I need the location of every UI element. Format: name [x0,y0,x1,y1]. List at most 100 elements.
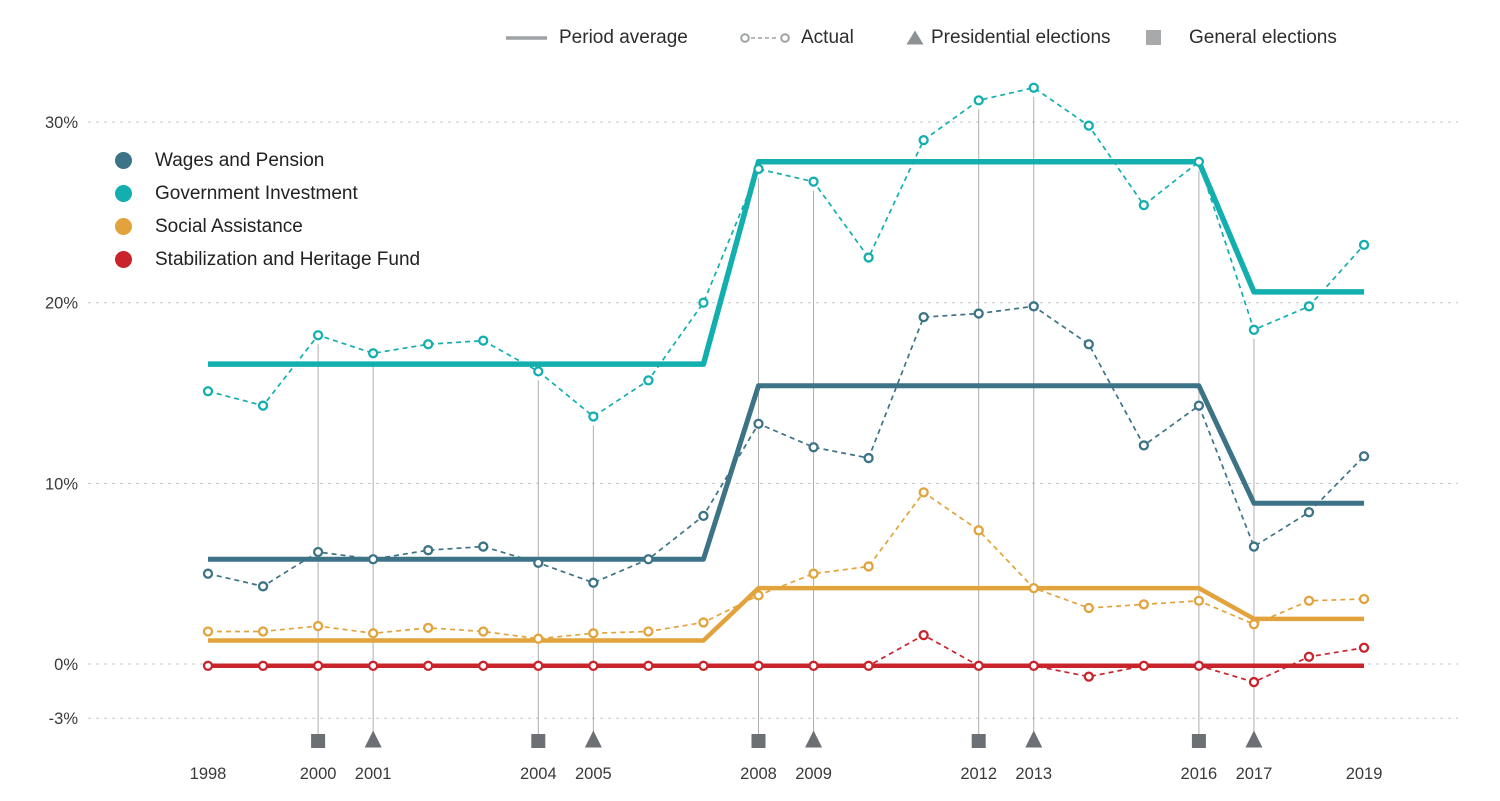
series-color-dot-icon [115,251,132,268]
legend-item-actual: Actual [739,24,854,51]
presidential-election-marker [364,730,382,748]
data-point-wages-and-pension-2019 [1358,451,1370,462]
legend-item-presidential-elections: Presidential elections [906,24,1111,51]
data-point-social-assistance-2008 [753,590,764,601]
series-color-dot-icon [115,185,132,202]
presidential-election-marker [1025,730,1043,748]
data-point-stabilization-and-heritage-fund-2003 [478,660,489,671]
actual-line-social-assistance [208,491,1365,640]
y-tick-label: 20% [45,295,78,313]
presidential-election-marker [805,730,823,748]
actual-dashed-circles-icon [740,32,790,43]
general-election-marker [1191,734,1206,748]
data-point-social-assistance-2014 [1083,602,1094,614]
series-legend: Wages and Pension Government Investment So… [115,144,420,276]
series-legend-item: Social Assistance [115,210,420,243]
data-point-wages-and-pension-1999 [257,581,269,592]
data-point-stabilization-and-heritage-fund-2005 [588,660,599,671]
x-tick-label: 2013 [1015,765,1052,783]
data-point-social-assistance-2010 [863,561,874,572]
legend-item-general-elections: General elections [1146,24,1337,51]
triangle-icon [906,30,924,45]
x-tick-label: 2001 [355,765,392,783]
data-point-wages-and-pension-2010 [863,452,874,464]
data-point-wages-and-pension-2008 [753,418,764,429]
data-point-wages-and-pension-2013 [1028,301,1039,312]
data-point-stabilization-and-heritage-fund-2017 [1248,676,1260,688]
data-point-wages-and-pension-2005 [588,577,599,588]
data-point-stabilization-and-heritage-fund-2015 [1138,660,1149,671]
data-point-social-assistance-2018 [1303,595,1315,606]
data-point-government-investment-2000 [312,330,324,341]
y-tick-label: 10% [45,475,78,493]
data-point-social-assistance-2001 [367,628,379,639]
presidential-election-marker [584,730,602,748]
data-point-government-investment-2014 [1083,120,1094,131]
data-point-government-investment-2001 [367,348,379,359]
general-election-marker [751,734,766,748]
data-point-social-assistance-2003 [478,626,489,637]
x-tick-label: 2017 [1236,765,1273,783]
data-point-government-investment-1999 [257,400,269,411]
y-tick-label: 0% [54,656,78,674]
data-point-wages-and-pension-1998 [202,568,214,579]
series-color-dot-icon [115,152,132,169]
data-point-stabilization-and-heritage-fund-2009 [808,660,819,671]
data-point-social-assistance-2011 [918,487,929,498]
average-line-government-investment [208,159,1365,367]
data-point-stabilization-and-heritage-fund-1999 [257,660,269,671]
data-point-government-investment-2017 [1248,324,1260,335]
series-legend-item: Wages and Pension [115,144,420,177]
data-point-stabilization-and-heritage-fund-2011 [918,629,929,641]
data-point-government-investment-2013 [1028,82,1039,93]
data-point-wages-and-pension-2018 [1303,507,1315,518]
data-point-social-assistance-2017 [1248,619,1260,630]
data-point-government-investment-2008 [753,163,764,175]
data-point-stabilization-and-heritage-fund-2006 [643,660,654,671]
average-line-wages-and-pension [208,383,1365,562]
data-point-social-assistance-2015 [1138,599,1149,610]
data-point-stabilization-and-heritage-fund-2013 [1028,660,1039,671]
data-point-wages-and-pension-2012 [973,308,984,319]
legend-label-general-elections: General elections [1189,26,1337,48]
data-point-government-investment-1998 [202,386,214,397]
data-point-social-assistance-2012 [973,525,984,536]
general-election-marker [311,734,326,748]
data-point-wages-and-pension-2017 [1248,541,1260,552]
data-point-wages-and-pension-2003 [478,541,489,552]
actual-line-stabilization-and-heritage-fund [208,634,1365,683]
square-icon [1146,30,1161,45]
data-point-government-investment-2012 [973,95,984,106]
data-point-wages-and-pension-2000 [312,546,324,558]
data-point-social-assistance-2005 [588,628,599,639]
data-point-social-assistance-2000 [312,620,324,632]
actual-line-wages-and-pension [207,305,1365,588]
data-point-social-assistance-1999 [257,626,269,637]
data-point-social-assistance-2004 [533,633,544,644]
legend-item-period-average: Period average [506,24,688,51]
data-point-stabilization-and-heritage-fund-2018 [1303,651,1315,662]
data-point-social-assistance-2009 [808,568,819,579]
data-point-stabilization-and-heritage-fund-2001 [367,660,379,671]
series-legend-label: Government Investment [155,182,358,204]
actual-line-government-investment [207,86,1365,418]
x-tick-label: 2008 [740,765,777,783]
data-point-government-investment-2003 [478,335,489,346]
data-point-stabilization-and-heritage-fund-2008 [753,660,764,671]
data-point-government-investment-2009 [808,176,819,187]
x-tick-label: 2000 [300,765,337,783]
x-tick-label: 2009 [795,765,832,783]
data-point-wages-and-pension-2004 [533,557,544,568]
data-point-stabilization-and-heritage-fund-2000 [312,660,324,671]
data-point-wages-and-pension-2002 [423,545,434,556]
data-point-government-investment-2002 [423,339,434,350]
data-point-wages-and-pension-2016 [1193,400,1205,411]
data-point-stabilization-and-heritage-fund-2002 [423,660,434,671]
data-point-government-investment-2018 [1303,301,1315,312]
data-point-government-investment-2015 [1138,199,1149,211]
data-point-government-investment-2007 [698,297,709,308]
data-point-stabilization-and-heritage-fund-2007 [698,660,709,671]
average-line-social-assistance [208,585,1365,643]
